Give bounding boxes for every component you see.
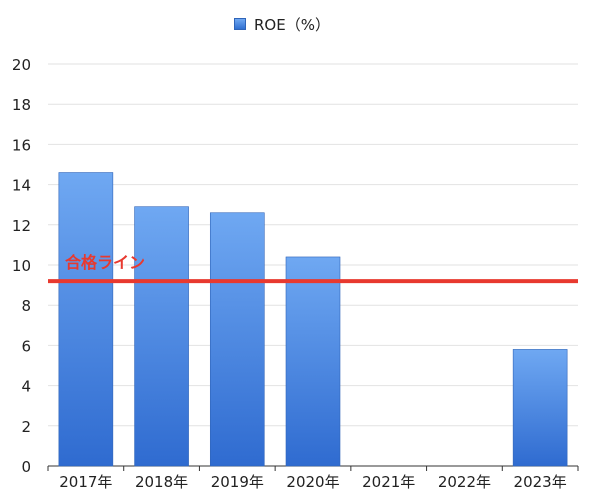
x-tick-label: 2021年	[362, 473, 415, 491]
y-tick-label: 20	[12, 56, 31, 74]
bar-2020年	[285, 256, 341, 467]
x-tick-label: 2023年	[514, 473, 567, 491]
legend-label: ROE（%）	[254, 15, 330, 34]
bar-2023年	[512, 349, 568, 467]
y-tick-label: 18	[12, 96, 31, 114]
x-tick-label: 2018年	[135, 473, 188, 491]
y-tick-label: 8	[21, 297, 31, 315]
x-tick-label: 2019年	[211, 473, 264, 491]
bar-2019年	[209, 212, 265, 467]
x-tick-label: 2020年	[286, 473, 339, 491]
x-axis-ticks: 2017年 2018年 2019年 2020年 2021年 2022年 2023年	[47, 466, 579, 491]
y-tick-label: 4	[21, 378, 31, 396]
y-axis-ticks: 0 2 4 6 8 10 12 14 16 18 20	[12, 56, 31, 476]
y-tick-label: 14	[12, 177, 31, 195]
legend: ROE（%）	[234, 14, 330, 34]
x-tick-label: 2022年	[438, 473, 491, 491]
legend-swatch	[234, 18, 246, 30]
y-tick-label: 10	[12, 257, 31, 275]
y-tick-label: 12	[12, 217, 31, 235]
y-tick-label: 6	[21, 337, 31, 355]
y-tick-label: 2	[21, 418, 31, 436]
y-tick-label: 0	[21, 458, 31, 476]
y-tick-label: 16	[12, 136, 31, 154]
bar-2018年	[134, 206, 189, 467]
bars	[58, 172, 568, 467]
reference-line-label: 合格ライン	[65, 253, 145, 272]
bar-2017年	[58, 172, 114, 467]
x-tick-label: 2017年	[59, 473, 112, 491]
reference-line-group: 合格ライン	[48, 253, 578, 284]
